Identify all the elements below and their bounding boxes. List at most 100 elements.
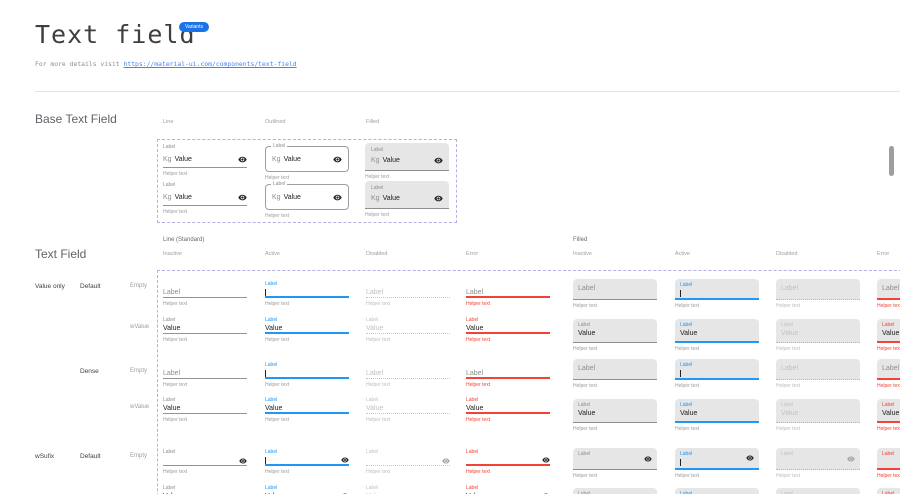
- visibility-icon[interactable]: [644, 455, 652, 463]
- outlined-box[interactable]: Label Kg Value: [265, 181, 349, 210]
- docs-link[interactable]: https://material-ui.com/components/text-…: [123, 60, 297, 68]
- filled-box[interactable]: Label Kg Value: [365, 181, 449, 209]
- filled-box[interactable]: Label: [675, 359, 759, 380]
- text-field-line-inactive[interactable]: Label Helper text: [163, 448, 247, 475]
- field-input[interactable]: [265, 288, 349, 298]
- base-text-field-line[interactable]: Label Kg Value Helper text: [163, 181, 247, 215]
- filled-box[interactable]: Label: [877, 279, 900, 300]
- visibility-icon[interactable]: [239, 457, 247, 465]
- filled-box[interactable]: Label: [573, 279, 657, 300]
- text-field-line-error[interactable]: Label Helper text: [466, 361, 550, 388]
- visibility-icon[interactable]: [542, 456, 550, 464]
- field-input[interactable]: [466, 456, 550, 466]
- visibility-icon[interactable]: [442, 457, 450, 465]
- text-field-filled-inactive[interactable]: Label Helper text: [573, 279, 657, 309]
- field-input[interactable]: Value: [366, 404, 450, 414]
- visibility-icon[interactable]: [238, 155, 247, 164]
- text-field-filled-error[interactable]: Label Helper text: [877, 359, 900, 389]
- base-text-field-filled[interactable]: Label Kg Value Helper text: [365, 181, 449, 218]
- base-text-field-outlined[interactable]: Label Kg Value Helper text: [265, 143, 349, 181]
- visibility-icon[interactable]: [238, 193, 247, 202]
- field-input[interactable]: Value: [163, 404, 247, 414]
- text-field-filled-error[interactable]: Label Helper text: [877, 448, 900, 479]
- field-input[interactable]: Label: [366, 369, 450, 379]
- text-field-line-disabled[interactable]: Label Helper text: [366, 448, 450, 475]
- text-field-line-active[interactable]: Label Helper text: [265, 361, 349, 388]
- text-field-line-active[interactable]: Label Helper text: [265, 280, 349, 307]
- text-field-line-inactive[interactable]: Label Helper text: [163, 361, 247, 388]
- field-input[interactable]: [265, 369, 349, 379]
- text-field-filled-active[interactable]: Label Helper text: [675, 359, 759, 389]
- filled-box[interactable]: Label: [776, 359, 860, 380]
- text-field-filled-disabled[interactable]: Label Helper text: [776, 359, 860, 389]
- filled-box[interactable]: Label: [573, 359, 657, 380]
- text-field-filled-disabled[interactable]: Label Helper text: [776, 448, 860, 479]
- field-input[interactable]: Label: [366, 288, 450, 298]
- text-field-filled-active[interactable]: Label Helper text: [675, 448, 759, 479]
- filled-box[interactable]: Label: [573, 448, 657, 470]
- field-input[interactable]: [265, 456, 349, 466]
- field-input[interactable]: [366, 456, 450, 466]
- filled-box[interactable]: Label: [877, 448, 900, 470]
- field-input[interactable]: Label: [466, 369, 550, 379]
- base-text-field-line[interactable]: Label Kg Value Helper text: [163, 143, 247, 177]
- text-field-filled-error[interactable]: Label Helper text: [877, 279, 900, 309]
- field-input[interactable]: Value: [366, 324, 450, 334]
- visibility-icon[interactable]: [434, 156, 443, 165]
- visibility-icon[interactable]: [333, 155, 342, 164]
- filled-box[interactable]: Label: [877, 359, 900, 380]
- filled-box[interactable]: Label: [675, 448, 759, 470]
- text-field-filled-disabled[interactable]: Label Helper text: [776, 279, 860, 309]
- text-field-line-error[interactable]: Label Helper text: [466, 448, 550, 475]
- field-input[interactable]: Value: [466, 324, 550, 334]
- visibility-icon[interactable]: [434, 194, 443, 203]
- text-field-line-disabled[interactable]: Label Helper text: [366, 280, 450, 307]
- text-field-filled-active[interactable]: Label Helper text: [675, 279, 759, 309]
- field-input[interactable]: Kg Value: [163, 151, 247, 168]
- base-text-field-filled[interactable]: Label Kg Value Helper text: [365, 143, 449, 180]
- text-field-filled-inactive[interactable]: Label Helper text: [573, 448, 657, 479]
- text-field-filled-inactive[interactable]: Label Helper text: [573, 359, 657, 389]
- field-input[interactable]: Value: [466, 404, 550, 414]
- field-input[interactable]: Kg Value: [163, 189, 247, 206]
- filled-box[interactable]: Label: [776, 448, 860, 470]
- field-input[interactable]: Value: [163, 324, 247, 334]
- visibility-icon[interactable]: [333, 193, 342, 202]
- text-field-line-error[interactable]: Label Helper text: [466, 280, 550, 307]
- field-input[interactable]: [163, 456, 247, 466]
- visibility-icon[interactable]: [746, 454, 754, 462]
- field-input[interactable]: Label: [163, 369, 247, 379]
- filled-box[interactable]: Label: [776, 279, 860, 300]
